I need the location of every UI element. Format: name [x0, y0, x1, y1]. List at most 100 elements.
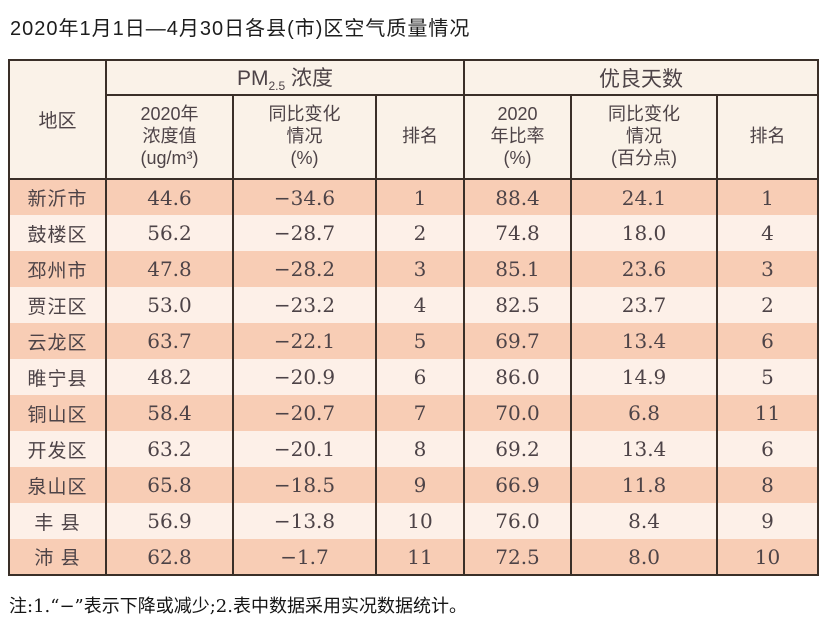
air-quality-table: 地区 PM2.5 浓度 优良天数 2020年 浓度值 (ug/m³) 同比变化 …	[8, 59, 820, 576]
pm-change-line3: (%)	[290, 147, 319, 168]
gd-change-cell: 6.8	[570, 395, 719, 431]
header-sub-row: 2020年 浓度值 (ug/m³) 同比变化 情况 (%) 排名 2020 年比…	[9, 95, 820, 180]
table-row: 铜山区 58.4 −20.7 7 70.0 6.8 11	[8, 395, 820, 431]
pm-change-cell: −23.2	[232, 287, 377, 323]
gd-change-cell: 8.4	[570, 503, 719, 539]
gd-value-cell: 66.9	[463, 467, 573, 503]
pm-value-cell: 62.8	[105, 539, 234, 575]
gd-change-cell: 23.6	[570, 251, 719, 287]
gd-rank-cell: 9	[716, 503, 820, 539]
region-cell: 泉山区	[8, 467, 107, 503]
pm-value-cell: 65.8	[105, 467, 234, 503]
pm-rank-cell: 3	[374, 251, 466, 287]
pm-value-cell: 63.7	[105, 323, 234, 359]
region-cell: 邳州市	[8, 251, 107, 287]
table-header: 地区 PM2.5 浓度 优良天数 2020年 浓度值 (ug/m³) 同比变化 …	[8, 60, 820, 180]
gd-change-cell: 23.7	[570, 287, 719, 323]
gd-value-cell: 76.0	[463, 503, 573, 539]
gd-change-cell: 13.4	[570, 323, 719, 359]
group-header-pm25: PM2.5 浓度	[104, 60, 466, 96]
pm-change-cell: −34.6	[232, 179, 377, 215]
gd-change-cell: 8.0	[570, 539, 719, 575]
gd-rank-cell: 5	[716, 359, 820, 395]
pm-change-cell: −1.7	[232, 539, 377, 575]
gd-value-cell: 86.0	[463, 359, 573, 395]
pm-change-cell: −28.7	[232, 215, 377, 251]
gd-rank-cell: 8	[716, 467, 820, 503]
gd-value-cell: 85.1	[463, 251, 573, 287]
gd-change-cell: 18.0	[570, 215, 719, 251]
table-row: 开发区 63.2 −20.1 8 69.2 13.4 6	[8, 431, 820, 467]
column-header-gd-rank: 排名	[716, 95, 820, 180]
pm-rank-cell: 5	[374, 323, 466, 359]
region-cell: 开发区	[8, 431, 107, 467]
pm25-label-suffix: 浓度	[285, 66, 334, 90]
gd-rank-cell: 2	[716, 287, 820, 323]
pm-rank-cell: 2	[374, 215, 466, 251]
pm-value-cell: 44.6	[105, 179, 234, 215]
gd-change-line3: (百分点)	[611, 147, 678, 168]
pm-value-cell: 58.4	[105, 395, 234, 431]
pm-value-line2: 浓度值	[142, 126, 197, 147]
gd-value-cell: 74.8	[463, 215, 573, 251]
pm-rank-cell: 6	[374, 359, 466, 395]
pm-change-cell: −22.1	[232, 323, 377, 359]
pm-rank-cell: 11	[374, 539, 466, 575]
group-header-good-days: 优良天数	[463, 60, 820, 96]
pm-value-cell: 56.2	[105, 215, 234, 251]
gd-change-cell: 14.9	[570, 359, 719, 395]
gd-value-line3: (%)	[503, 147, 532, 168]
gd-value-line1: 2020	[497, 104, 538, 125]
pm-value-cell: 48.2	[105, 359, 234, 395]
table-row: 丰 县 56.9 −13.8 10 76.0 8.4 9	[8, 503, 820, 539]
table-row: 鼓楼区 56.2 −28.7 2 74.8 18.0 4	[8, 215, 820, 251]
pm-value-line1: 2020年	[140, 104, 199, 125]
gd-change-cell: 11.8	[570, 467, 719, 503]
header-group-row: 地区 PM2.5 浓度 优良天数	[8, 60, 820, 180]
column-header-region: 地区	[8, 60, 107, 180]
pm-rank-cell: 7	[374, 395, 466, 431]
gd-rank-cell: 3	[716, 251, 820, 287]
pm-change-cell: −28.2	[232, 251, 377, 287]
pm-value-cell: 56.9	[105, 503, 234, 539]
region-cell: 云龙区	[8, 323, 107, 359]
pm-rank-cell: 4	[374, 287, 466, 323]
column-header-gd-change: 同比变化 情况 (百分点)	[570, 95, 719, 180]
gd-value-cell: 70.0	[463, 395, 573, 431]
column-header-pm-change: 同比变化 情况 (%)	[232, 95, 377, 180]
table-row: 贾汪区 53.0 −23.2 4 82.5 23.7 2	[8, 287, 820, 323]
pm-value-cell: 53.0	[105, 287, 234, 323]
region-cell: 铜山区	[8, 395, 107, 431]
table-row: 泉山区 65.8 −18.5 9 66.9 11.8 8	[8, 467, 820, 503]
pm-change-cell: −20.7	[232, 395, 377, 431]
table-row: 睢宁县 48.2 −20.9 6 86.0 14.9 5	[8, 359, 820, 395]
gd-rank-cell: 4	[716, 215, 820, 251]
pm-value-cell: 63.2	[105, 431, 234, 467]
table-row: 云龙区 63.7 −22.1 5 69.7 13.4 6	[8, 323, 820, 359]
gd-value-cell: 69.7	[463, 323, 573, 359]
pm-change-line2: 情况	[286, 126, 323, 147]
region-cell: 鼓楼区	[8, 215, 107, 251]
gd-value-line2: 年比率	[490, 126, 545, 147]
column-header-pm-rank: 排名	[374, 95, 466, 180]
pm-value-cell: 47.8	[105, 251, 234, 287]
gd-value-cell: 88.4	[463, 179, 573, 215]
gd-rank-cell: 10	[716, 539, 820, 575]
pm-rank-cell: 1	[374, 179, 466, 215]
footnote: 注:1.“−”表示下降或减少;2.表中数据采用实况数据统计。	[9, 596, 467, 617]
table-body: 新沂市 44.6 −34.6 1 88.4 24.1 1 鼓楼区 56.2 −28.7 2 74.8 1…	[8, 179, 820, 575]
gd-rank-cell: 11	[716, 395, 820, 431]
pm-change-cell: −13.8	[232, 503, 377, 539]
gd-value-cell: 69.2	[463, 431, 573, 467]
pm-change-cell: −20.9	[232, 359, 377, 395]
gd-value-cell: 72.5	[463, 539, 573, 575]
table-row: 新沂市 44.6 −34.6 1 88.4 24.1 1	[8, 179, 820, 215]
gd-rank-cell: 1	[716, 179, 820, 215]
table-row: 沛 县 62.8 −1.7 11 72.5 8.0 10	[8, 539, 820, 575]
table-row: 邳州市 47.8 −28.2 3 85.1 23.6 3	[8, 251, 820, 287]
gd-value-cell: 82.5	[463, 287, 573, 323]
region-cell: 贾汪区	[8, 287, 107, 323]
gd-rank-cell: 6	[716, 431, 820, 467]
pm-change-cell: −18.5	[232, 467, 377, 503]
pm-value-line3: (ug/m³)	[140, 147, 199, 168]
